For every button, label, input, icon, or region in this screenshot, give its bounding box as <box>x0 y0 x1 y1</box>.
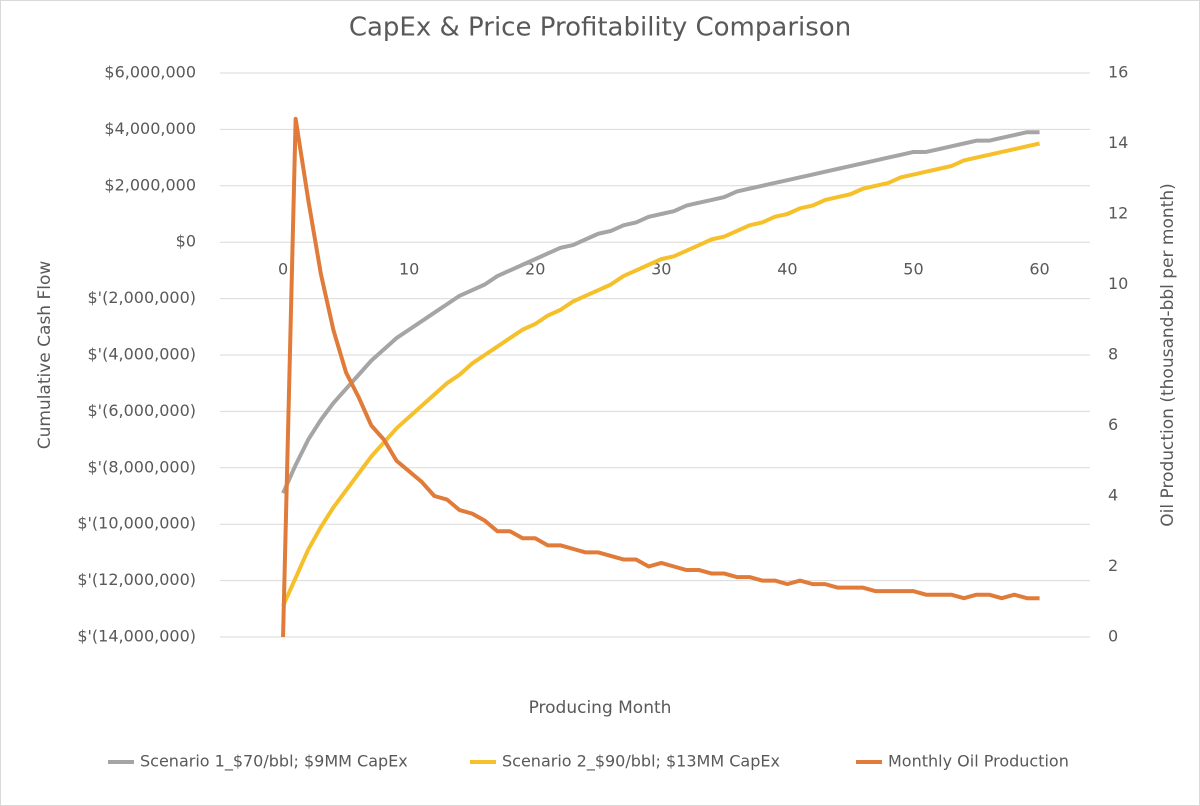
y-tick-label: $4,000,000 <box>104 119 196 138</box>
series-line <box>281 130 1040 494</box>
y2-tick-label: 4 <box>1108 486 1118 505</box>
y-tick-label: $'(14,000,000) <box>77 627 196 646</box>
x-tick-label: 30 <box>651 260 671 279</box>
y-tick-label: $2,000,000 <box>104 175 196 194</box>
x-tick-label: 60 <box>1029 260 1049 279</box>
y2-tick-label: 14 <box>1108 133 1128 152</box>
x-tick-label: 20 <box>525 260 545 279</box>
y2-tick-label: 10 <box>1108 274 1128 293</box>
y-tick-label: $'(6,000,000) <box>88 401 197 420</box>
y2-tick-label: 6 <box>1108 415 1118 434</box>
y-tick-label: $0 <box>176 232 196 251</box>
x-tick-label: 10 <box>399 260 419 279</box>
series-line <box>281 141 1041 607</box>
y-axis-title: Cumulative Cash Flow <box>35 261 55 450</box>
y2-tick-label: 12 <box>1108 204 1128 223</box>
y-tick-label: $'(12,000,000) <box>77 570 196 589</box>
x-tick-label: 0 <box>278 260 288 279</box>
legend-label: Scenario 1_$70/bbl; $9MM CapEx <box>140 752 408 772</box>
y2-tick-label: 2 <box>1108 556 1118 575</box>
x-axis-title: Producing Month <box>529 698 672 718</box>
y-tick-label: $'(8,000,000) <box>88 457 197 476</box>
y-tick-label: $'(10,000,000) <box>77 514 196 533</box>
x-tick-label: 40 <box>777 260 797 279</box>
y2-tick-label: 8 <box>1108 345 1118 364</box>
y-tick-label: $6,000,000 <box>104 63 196 82</box>
y-tick-label: $'(4,000,000) <box>88 345 197 364</box>
x-tick-label: 50 <box>903 260 923 279</box>
legend-label: Scenario 2_$90/bbl; $13MM CapEx <box>502 752 780 772</box>
legend-label: Monthly Oil Production <box>888 752 1069 771</box>
chart-title: CapEx & Price Profitability Comparison <box>349 13 851 43</box>
y2-axis-title: Oil Production (thousand-bbl per month) <box>1158 183 1178 526</box>
y2-tick-label: 16 <box>1108 63 1128 82</box>
series-line <box>281 116 1040 638</box>
y2-tick-label: 0 <box>1108 627 1118 646</box>
y-tick-label: $'(2,000,000) <box>88 288 197 307</box>
